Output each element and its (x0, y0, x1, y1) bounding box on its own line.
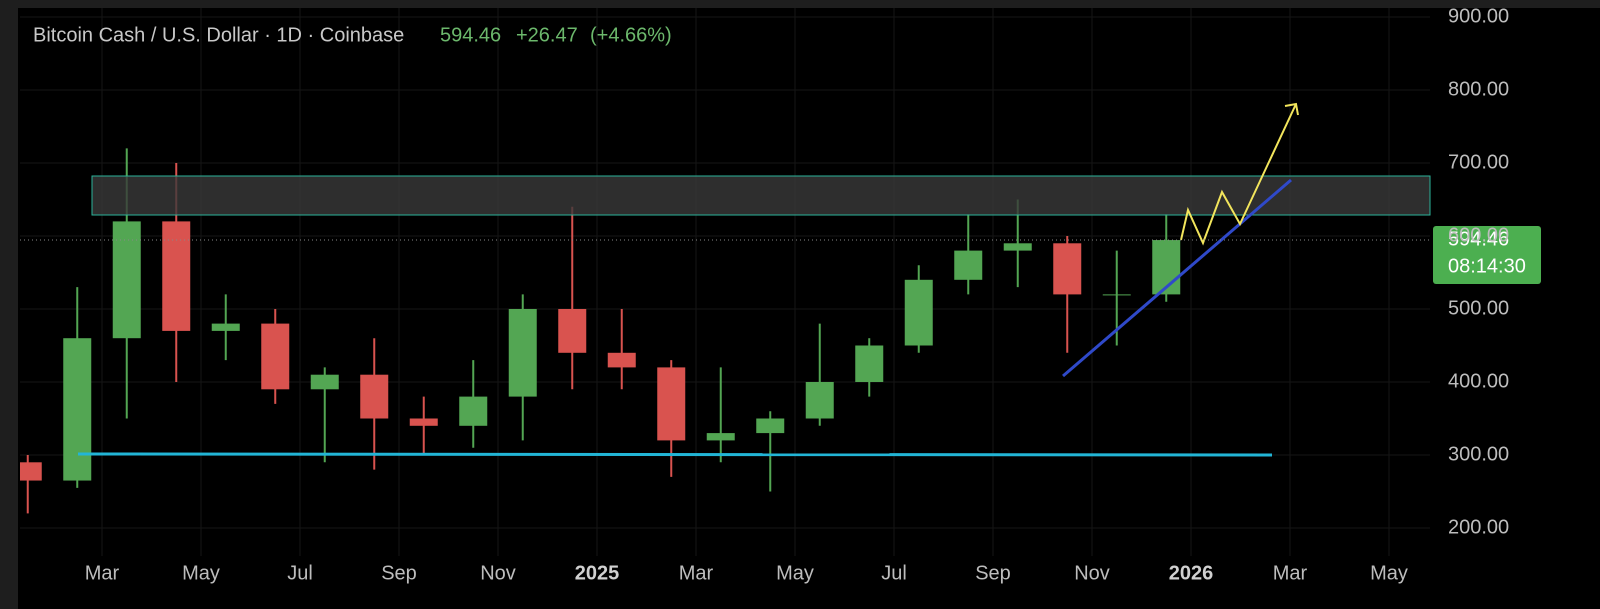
x-tick-label: Mar (85, 562, 120, 584)
x-tick-label: Nov (480, 562, 516, 584)
x-tick-label: 2025 (575, 562, 620, 584)
chart-title: Bitcoin Cash / U.S. Dollar · 1D · Coinba… (33, 24, 404, 46)
candle-body (459, 396, 488, 426)
price-box-bg (1433, 226, 1541, 285)
candle-body (904, 279, 933, 346)
x-tick-label: Jul (287, 562, 313, 584)
candle-body (706, 433, 735, 441)
resistance-zone (91, 175, 1431, 216)
candle-body (63, 338, 92, 481)
y-tick-label: 400.00 (1448, 370, 1509, 392)
candle-body (360, 374, 389, 419)
x-tick-label: Nov (1074, 562, 1110, 584)
candle-body (261, 323, 290, 390)
x-tick-label: 2026 (1169, 562, 1214, 584)
y-tick-label: 500.00 (1448, 297, 1509, 319)
x-tick-label: Sep (381, 562, 417, 584)
header-price: 594.46 (440, 24, 501, 46)
candle-body (855, 345, 884, 382)
y-tick-label: 300.00 (1448, 443, 1509, 465)
projection-arrowhead (1284, 102, 1299, 116)
candle-body (756, 418, 785, 434)
grid (20, 8, 1430, 556)
drawings (77, 102, 1431, 457)
candle-body (1053, 243, 1082, 295)
candle-body (508, 309, 537, 397)
y-tick-label: 800.00 (1448, 78, 1509, 100)
price-label: 594.46 (1448, 228, 1509, 250)
x-tick-label: May (1370, 562, 1408, 584)
trend-line (1062, 178, 1292, 378)
countdown: 08:14:30 (1448, 255, 1526, 277)
price-box: 594.46 08:14:30 (1433, 226, 1541, 285)
candle-body (162, 221, 191, 331)
candle-body (20, 462, 42, 481)
header-change: +26.47 (516, 24, 578, 46)
y-tick-label: 600.00 (1448, 224, 1509, 246)
y-tick-label: 900.00 (1448, 5, 1509, 27)
y-tick-label: 200.00 (1448, 516, 1509, 538)
candle-body (558, 309, 587, 353)
candle-body (1003, 243, 1032, 251)
candle-body (310, 374, 339, 390)
candle-body (409, 418, 438, 426)
candle-body (954, 250, 983, 280)
candle-body (657, 367, 686, 441)
candle-body (1102, 294, 1131, 296)
x-tick-label: Mar (1273, 562, 1308, 584)
x-tick-label: Mar (679, 562, 714, 584)
candle-body (112, 221, 141, 339)
candle-body (607, 352, 636, 368)
header-change-percent: (+4.66%) (590, 24, 672, 46)
support-line (77, 452, 1273, 457)
candle-body (805, 382, 834, 419)
projection-path (1180, 103, 1297, 246)
candle-body (211, 323, 240, 331)
y-tick-label: 700.00 (1448, 151, 1509, 173)
x-tick-label: Jul (881, 562, 907, 584)
x-tick-label: May (776, 562, 814, 584)
x-tick-label: May (182, 562, 220, 584)
x-tick-label: Sep (975, 562, 1011, 584)
